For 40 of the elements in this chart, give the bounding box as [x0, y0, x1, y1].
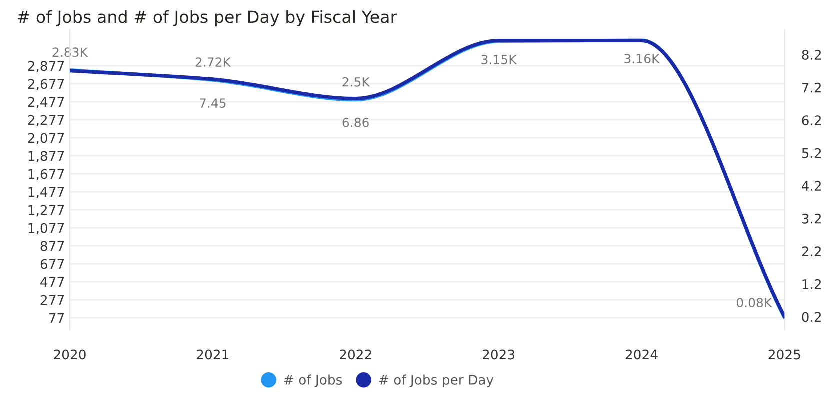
y-tick-label: 877 [40, 241, 64, 252]
x-tick-label: 2022 [340, 350, 372, 360]
y2-tick-label: 8.2 [802, 50, 822, 60]
x-tick-label: 2020 [54, 350, 86, 360]
data-label: 7.45 [200, 98, 226, 108]
y2-tick-label: 1.2 [802, 279, 822, 290]
x-tick-label: 2023 [482, 350, 515, 360]
y2-tick-label: 7.2 [802, 82, 822, 93]
y-tick-label: 2,277 [28, 115, 64, 127]
y-tick-label: 77 [49, 313, 64, 324]
y2-tick-label: 4.2 [802, 181, 822, 191]
y-tick-label: 277 [40, 295, 64, 306]
data-label: 3.15K [482, 54, 518, 64]
y-tick-label: 1,277 [28, 205, 64, 217]
y-tick-label: 2,477 [28, 97, 64, 109]
x-tick-label: 2025 [768, 350, 800, 360]
y2-tick-label: 2.2 [802, 246, 822, 256]
y2-tick-label: 3.2 [802, 214, 822, 224]
data-label: 2.72K [196, 58, 232, 67]
data-label: 2.5K [342, 77, 370, 87]
y-tick-label: 2,877 [28, 61, 64, 72]
y-tick-label: 477 [40, 277, 64, 288]
data-label: 6.86 [342, 118, 369, 128]
y2-tick-label: 5.2 [802, 148, 822, 158]
y2-tick-label: 6.2 [802, 116, 822, 126]
y-tick-label: 2,677 [28, 79, 64, 91]
x-tick-label: 2021 [197, 350, 228, 360]
legend-label: # of Jobs per Day [379, 374, 494, 388]
y2-tick-label: 0.2 [802, 312, 822, 322]
x-tick-label: 2024 [626, 350, 658, 360]
y-tick-label: 677 [40, 259, 64, 270]
y-tick-label: 1,877 [28, 151, 64, 163]
y-tick-label: 1,677 [28, 169, 64, 181]
legend-label: # of Jobs [284, 374, 342, 388]
data-label: 3.16K [624, 54, 660, 64]
y-tick-label: 2,077 [28, 133, 64, 145]
data-label: 0.08K [736, 298, 772, 308]
chart-title: # of Jobs and # of Jobs per Day by Fiscal Year [18, 10, 398, 27]
y-tick-label: 1,477 [28, 187, 64, 199]
y-tick-label: 1,077 [28, 223, 64, 235]
